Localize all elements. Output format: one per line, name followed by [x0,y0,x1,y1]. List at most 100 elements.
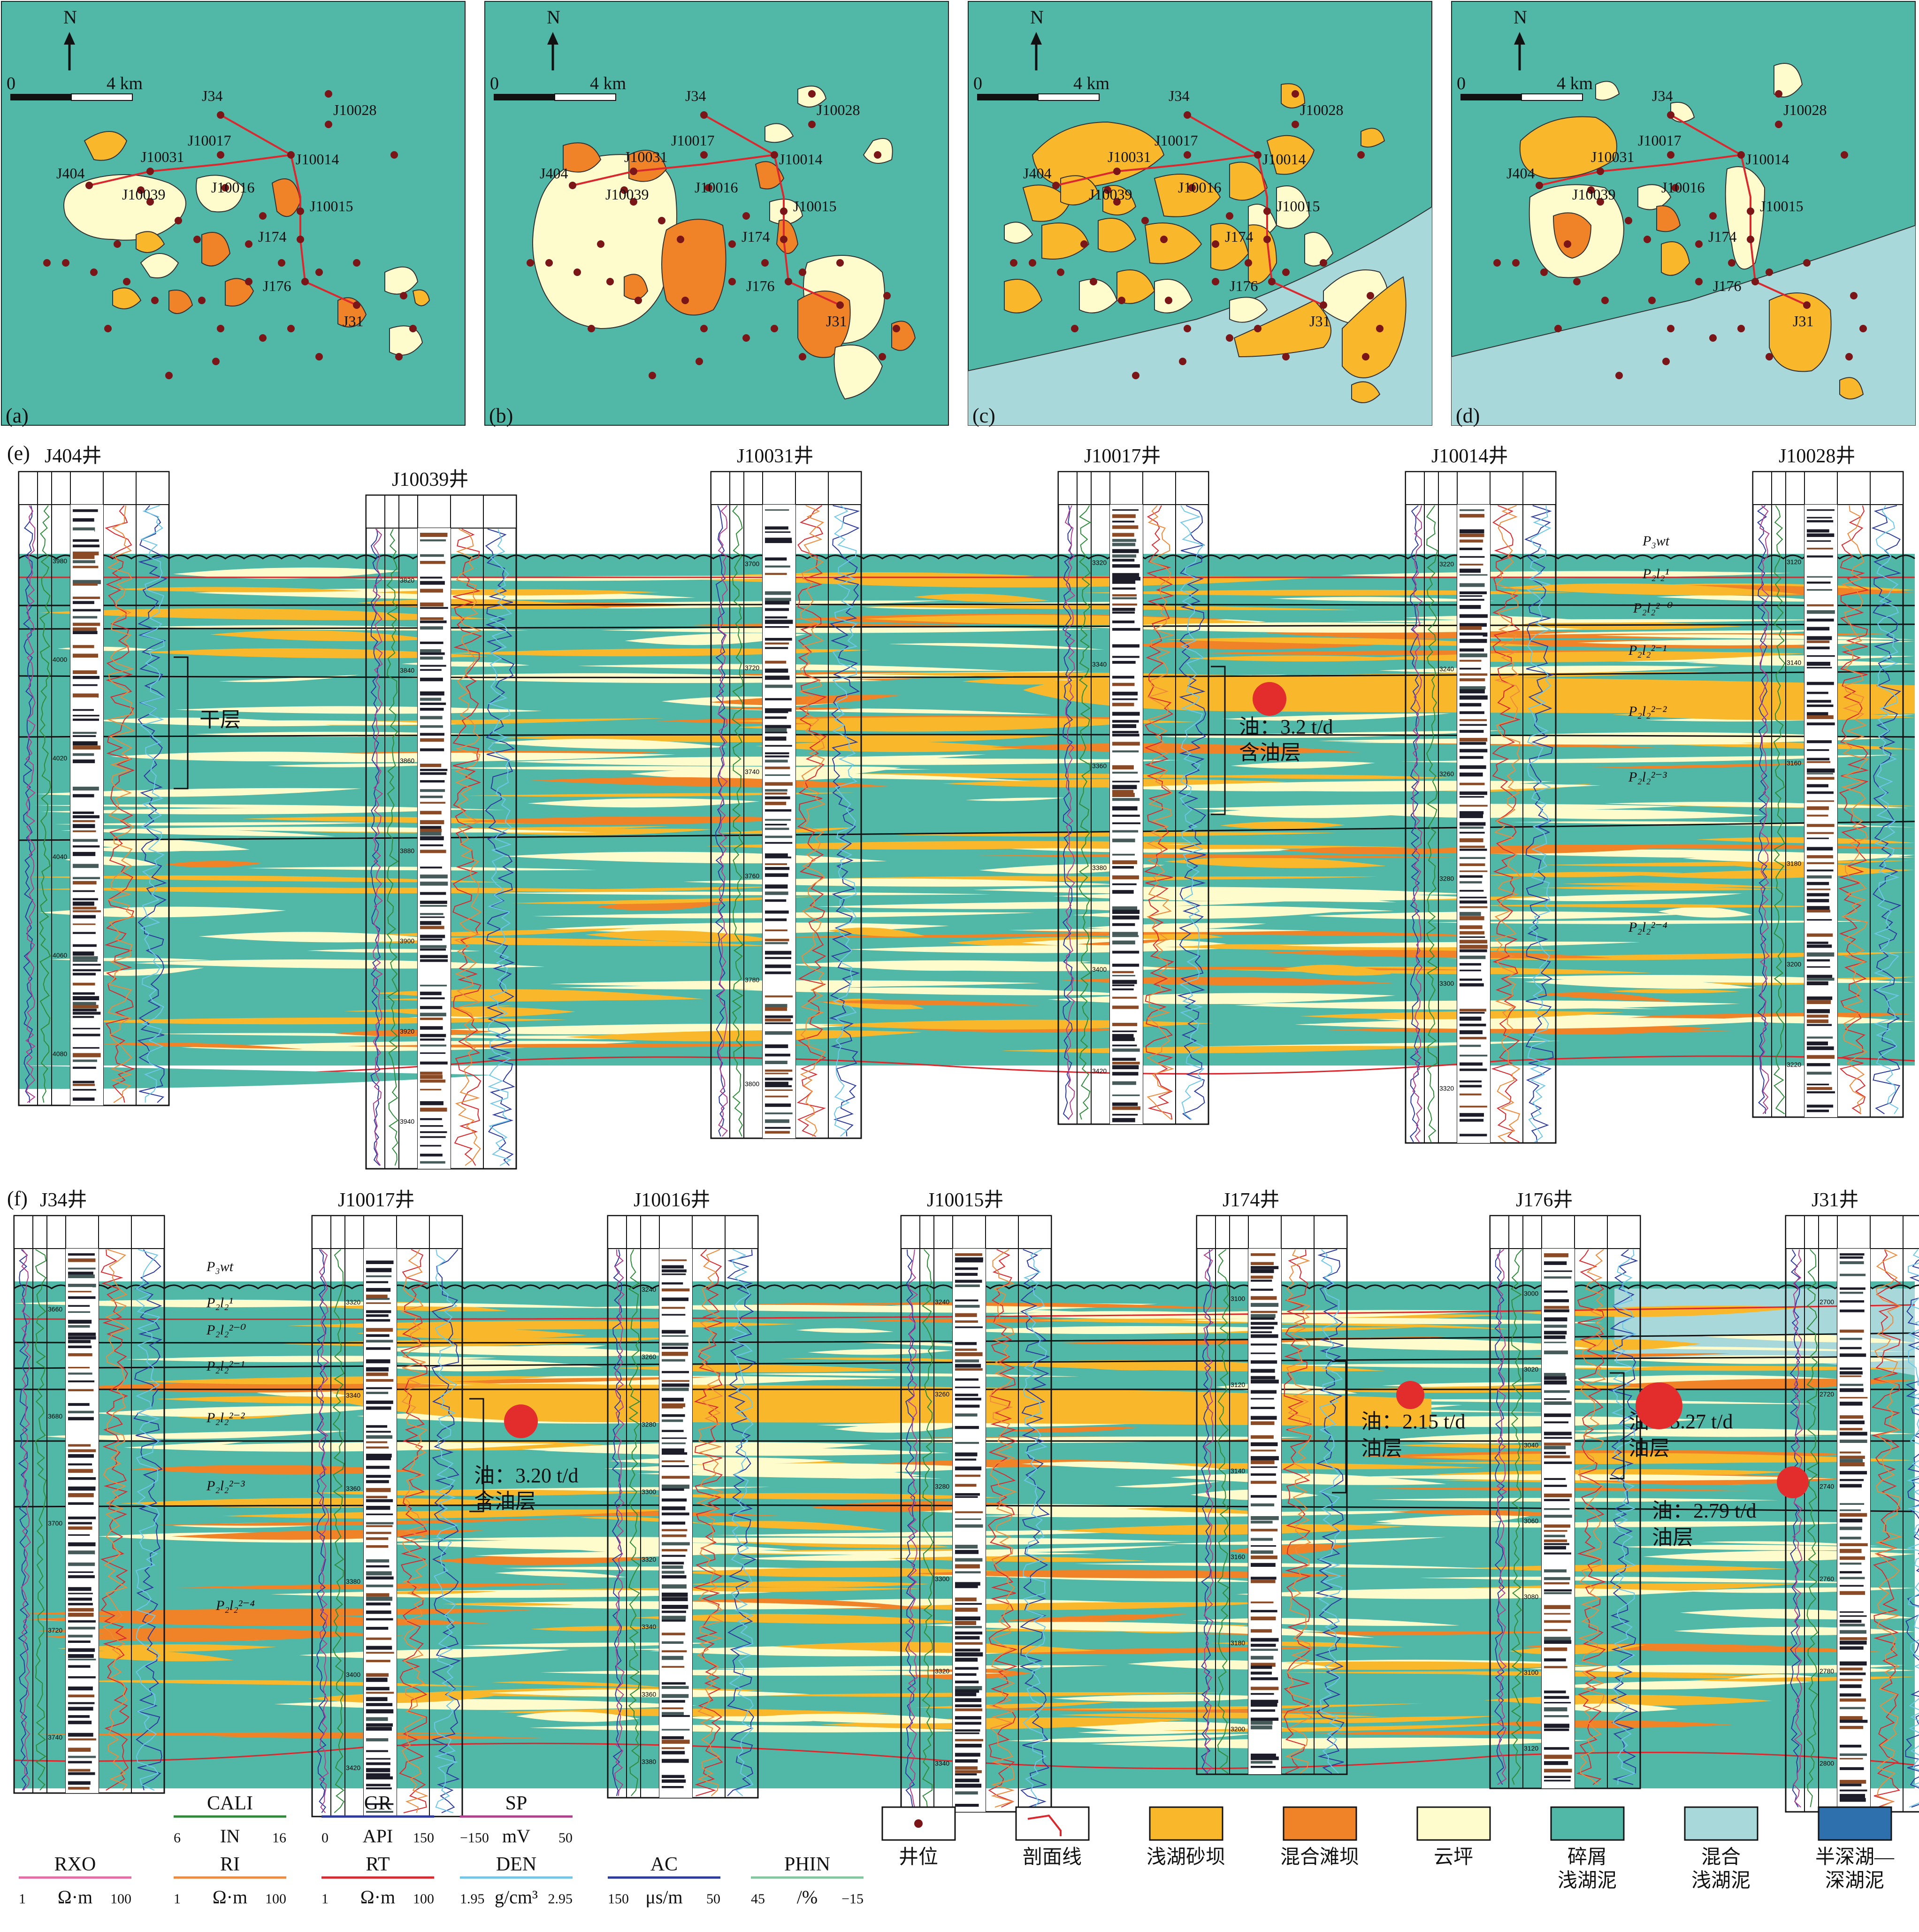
interval-bracket [1211,666,1226,815]
lithology-band [1807,758,1830,760]
log-curve [39,505,51,1103]
lithology-band [68,1372,92,1375]
lithology-band [1544,1776,1571,1779]
log-min: −150 [460,1830,489,1846]
lithology-band [1251,1665,1272,1669]
depth-tick: 3700 [48,1519,62,1527]
lithology-band [955,1759,978,1763]
map-well-label: J31 [1793,313,1813,330]
lithology-band [955,1374,983,1378]
lithology-band [765,1085,792,1088]
depth-tick: 3280 [642,1420,656,1428]
lithology-band [765,1004,787,1008]
lithology-band [420,1017,443,1020]
lithology-band [1251,1734,1279,1736]
lithology-band [955,1592,980,1596]
lithology-band [1460,1009,1486,1012]
lithology-band [1112,1118,1135,1122]
well-dot [137,186,145,194]
lithology-band [662,1330,686,1334]
well-dot [1282,268,1290,276]
facies-lens [1164,857,1386,868]
facies-lens [1562,882,1782,888]
log-name: SP [505,1793,528,1814]
lithology-band [765,755,789,758]
map-overlay-2: (c)N0 4 kmJ34J10028J10017J10014J10031J404… [972,7,1384,427]
lithology-band [1807,952,1835,957]
lithology-band [68,1403,90,1406]
map-well-label: J10039 [1572,186,1615,203]
log-curve [1759,505,1770,1114]
lithology-band [68,1786,90,1790]
lithology-band [1251,1571,1276,1574]
depth-tick: 3320 [935,1667,949,1675]
lithology-band [68,1325,90,1328]
well-name: J404井 [45,445,101,467]
depth-tick: 4060 [53,951,67,959]
lithology-band [662,1682,686,1685]
lithology-band [662,1616,686,1620]
lithology-band [1544,1270,1572,1272]
lithology-band [420,945,447,948]
map-overlay-0: (a)N0 4 kmJ34J10028J10017J10014J10031J404… [6,7,417,427]
legend-label-2: 浅湖泥 [1691,1870,1751,1892]
lithology-band [366,1738,389,1741]
log-curve [614,1249,625,1796]
lithology-band [68,1665,91,1668]
facies-lens [913,593,1049,602]
lithology-band [68,1353,92,1357]
lithology-band [73,718,99,721]
lithology-band [765,867,790,870]
lithology-band [662,1492,690,1496]
well-dot [245,240,252,248]
lithology-band [366,1660,390,1663]
lithology-band [955,1536,981,1540]
log-curve [1285,1249,1313,1774]
well-dot [1362,353,1369,360]
log-curve [332,1249,345,1813]
lithology-band [1840,1509,1861,1511]
facies-lens [1007,1733,1256,1742]
lithology-band [955,1621,977,1625]
well-dot [1662,358,1670,365]
lithology-band [1807,800,1835,802]
lithology-band [73,898,98,901]
depth-tick: 3900 [400,937,414,945]
lithology-band [1807,1087,1832,1090]
depth-tick: 3740 [48,1733,62,1741]
log-curve [18,1249,29,1791]
lithology-band [1840,1698,1866,1702]
lithology-band [1840,1615,1867,1617]
facies-lens [92,1406,389,1417]
lithology-band [366,1803,394,1805]
lithology-band [420,733,444,736]
north-arrow-head-icon [1514,32,1525,45]
lithology-band [420,828,442,833]
well-dot [761,259,769,267]
log-curve [1078,505,1091,1120]
facies-lens [1154,730,1504,738]
lithology-band [1840,1798,1866,1802]
well-dot [301,278,309,285]
lithology-band [765,813,792,815]
well-dot [836,301,844,309]
lithology-band [420,796,443,798]
facies-lens [852,1319,1120,1323]
legend-swatch [1550,1806,1625,1841]
layer-label: P₃wt [206,1259,234,1274]
lithology-band [366,1746,394,1749]
lithology-band [1807,893,1829,897]
lithology-band [68,1587,92,1591]
scale-label: 4 km [590,74,626,93]
lithology-band [1840,1459,1863,1463]
facies-lens [1114,1481,1220,1488]
lithology-band [1544,1592,1572,1595]
lithology-band [420,820,444,824]
unconformity-line [18,554,1915,560]
lithology-band [1112,890,1134,894]
lithology-band [765,809,792,812]
log-curve [1412,505,1423,1142]
well-dot [1803,259,1811,267]
depth-tick: 3680 [48,1412,62,1420]
